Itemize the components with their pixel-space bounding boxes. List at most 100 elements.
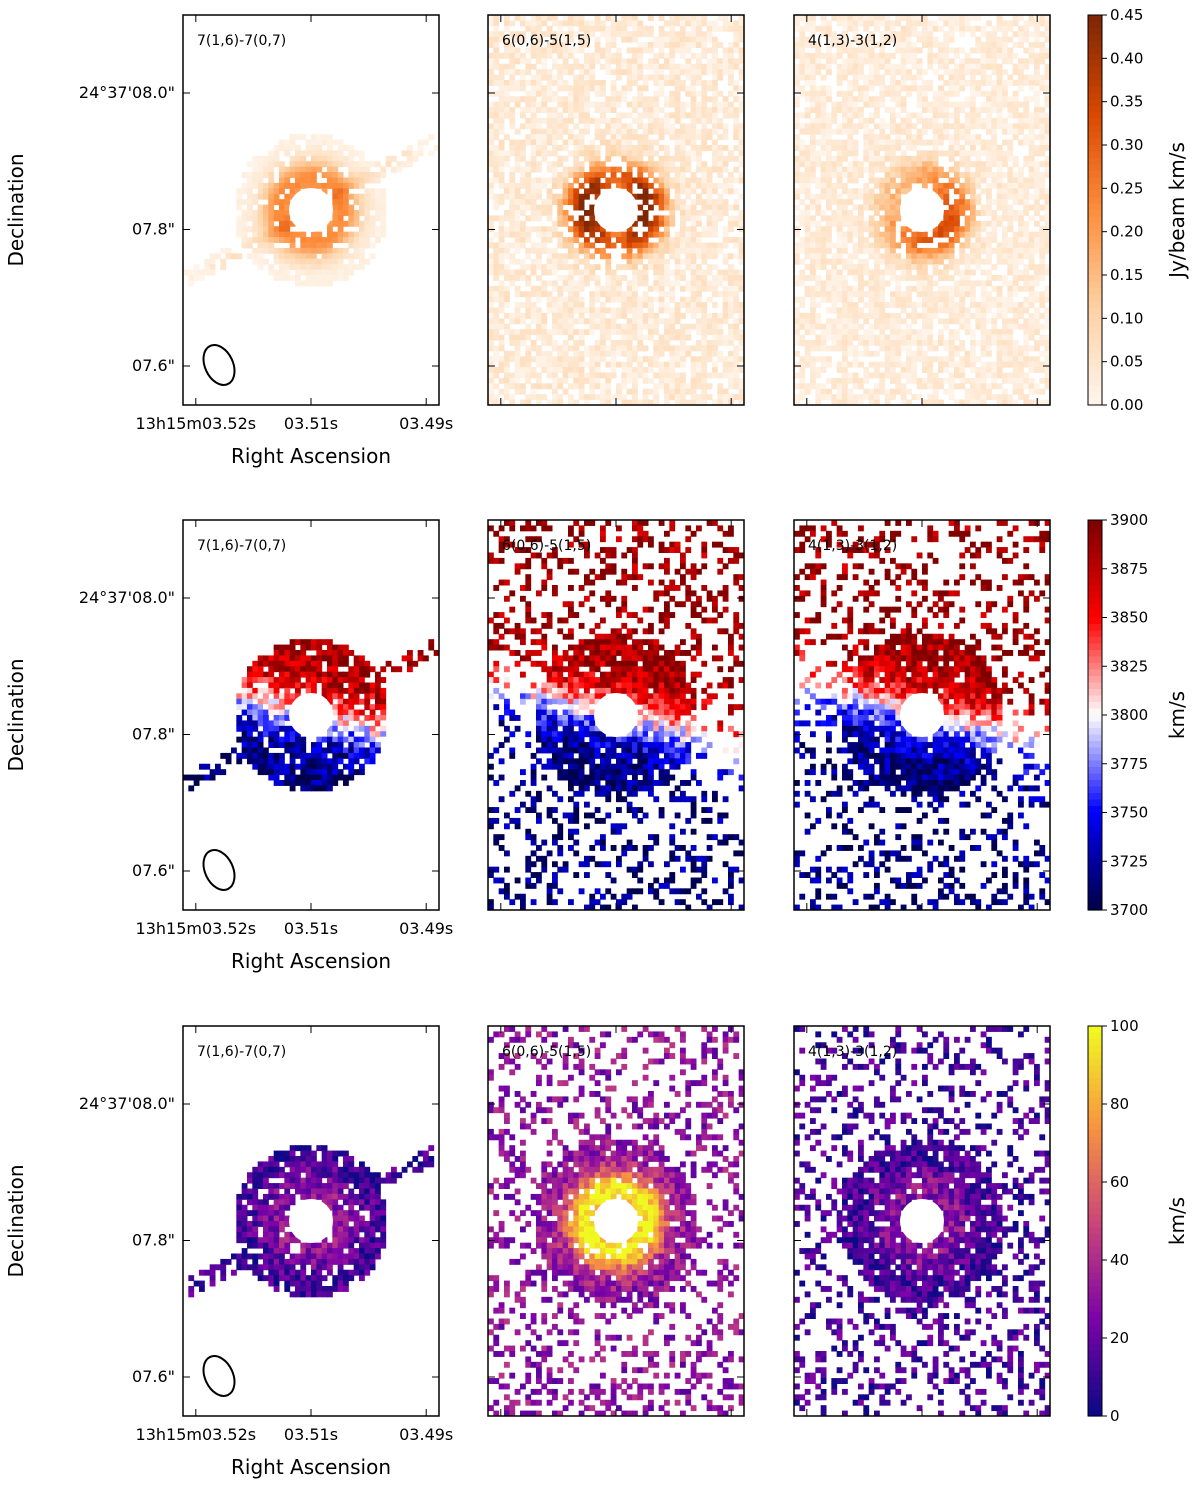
data-pixel [380,215,387,222]
data-pixel [626,291,633,298]
data-pixel [584,155,590,162]
data-pixel [648,166,654,173]
data-pixel [879,63,886,70]
data-pixel [536,69,542,76]
data-pixel [879,296,886,303]
data-pixel [488,296,494,303]
data-pixel [337,155,344,162]
data-pixel [600,112,606,119]
data-pixel [836,42,843,48]
data-pixel [868,291,875,298]
data-pixel [509,372,516,379]
data-pixel [701,383,708,390]
data-pixel [690,96,697,103]
data-pixel [975,36,982,43]
data-pixel [986,42,992,48]
data-pixel [637,372,644,379]
data-pixel [722,155,729,162]
data-pixel [311,280,317,287]
data-pixel [1002,199,1008,206]
data-pixel [906,36,912,43]
data-pixel [568,90,574,97]
data-pixel [948,47,955,54]
data-pixel [799,150,806,157]
data-pixel [1028,74,1035,81]
data-pixel [738,150,744,157]
data-pixel [504,302,510,308]
data-pixel [669,356,676,363]
data-pixel [658,123,665,130]
data-pixel [722,20,729,27]
data-pixel [1039,42,1046,48]
data-pixel [922,155,928,162]
data-pixel [584,350,590,357]
data-pixel [257,155,264,162]
data-pixel [658,177,665,184]
data-pixel [600,117,606,124]
data-pixel [546,193,553,200]
data-pixel [316,269,323,276]
data-pixel [610,117,617,124]
data-pixel [858,193,864,200]
data-pixel [964,188,971,195]
data-pixel [738,275,744,281]
data-pixel [674,269,681,276]
data-pixel [906,161,912,168]
data-pixel [573,145,580,151]
data-pixel [906,269,912,276]
data-pixel [584,361,590,368]
data-pixel [852,107,859,113]
data-pixel [874,42,880,48]
data-pixel [916,69,923,76]
data-pixel [552,361,558,368]
data-pixel [562,172,569,178]
data-pixel [573,155,580,162]
data-pixel [616,361,622,368]
data-pixel [706,134,713,141]
data-pixel [696,134,702,141]
data-pixel [546,199,553,206]
data-pixel [1018,101,1024,108]
data-pixel [690,128,697,135]
data-pixel [863,36,870,43]
data-pixel [364,193,371,200]
data-pixel [578,329,585,336]
data-pixel [514,258,521,265]
data-pixel [632,220,638,227]
data-pixel [600,372,606,379]
data-pixel [295,253,301,260]
data-pixel [996,150,1003,157]
data-pixel [690,36,697,43]
data-pixel [316,258,323,265]
data-pixel [1002,101,1008,108]
data-pixel [632,117,638,124]
data-pixel [852,31,859,38]
data-pixel [810,150,816,157]
data-pixel [975,258,982,265]
data-pixel [359,226,365,233]
data-pixel [911,20,918,27]
data-pixel [884,199,891,206]
panel-moment0-3: 4(1,3)-3(1,2) [793,14,1051,406]
data-pixel [690,394,697,401]
data-pixel [927,63,934,70]
data-pixel [241,172,248,178]
data-pixel [964,258,971,265]
data-pixel [498,123,505,130]
data-pixel [1044,85,1050,92]
data-pixel [794,80,800,86]
data-pixel [520,237,526,243]
data-pixel [568,63,574,70]
data-pixel [530,264,537,271]
data-pixel [733,367,740,373]
data-pixel [605,280,612,287]
data-pixel [890,155,896,162]
data-pixel [815,63,822,70]
data-pixel [236,253,243,260]
data-pixel [1023,231,1030,238]
data-pixel [600,237,606,243]
data-pixel [986,269,992,276]
data-pixel [1002,139,1008,146]
data-pixel [895,242,902,249]
data-pixel [906,134,912,141]
